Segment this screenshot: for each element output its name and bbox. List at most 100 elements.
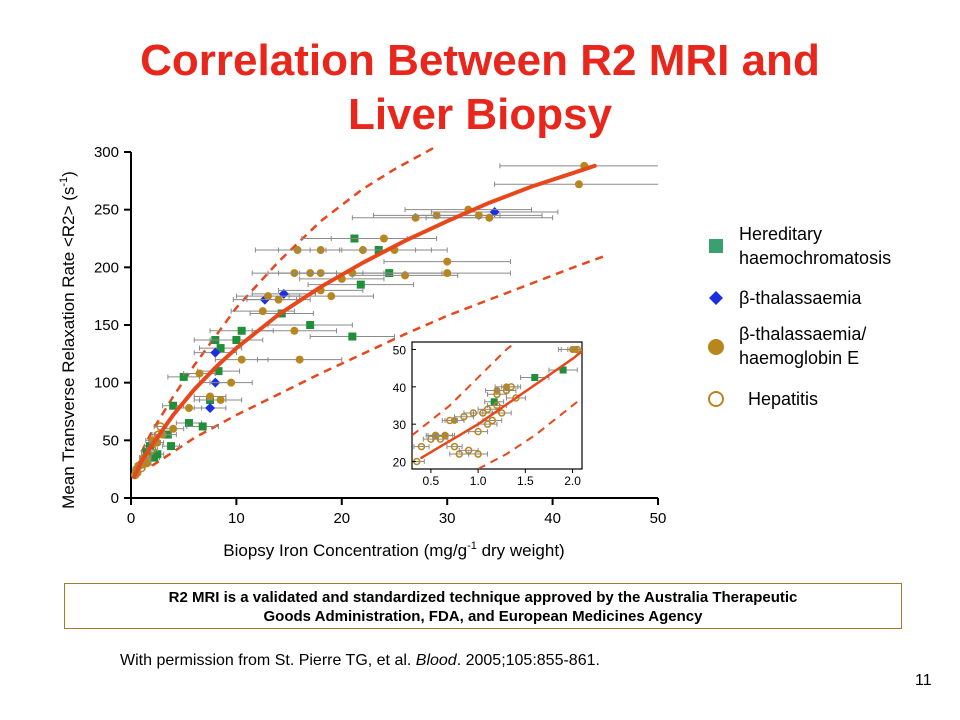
data-point-square: [198, 422, 207, 431]
inset-series-open-circle: [412, 345, 582, 466]
data-point-circle: [195, 369, 204, 378]
data-point-diamond: [210, 347, 221, 358]
slide-title-line2: Liver Biopsy: [347, 90, 613, 139]
data-point-square: [167, 442, 176, 451]
legend-square-icon: [709, 239, 723, 253]
inset-plot-area: [412, 342, 582, 469]
data-point-circle: [206, 392, 215, 401]
data-point-square: [356, 280, 365, 289]
inset-upper-bound: [412, 342, 517, 437]
citation-post: . 2005;105:855-861.: [456, 652, 600, 669]
legend-hh-line2: haemochromatosis: [739, 248, 892, 268]
legend-diamond-icon: [709, 291, 723, 305]
data-point-open-circle: [436, 435, 445, 443]
main-y-tick-label: 300: [94, 144, 119, 161]
main-y-tick-label: 100: [94, 375, 119, 392]
legend-bthal-hbe-line1: β-thalassaemia/: [739, 324, 867, 344]
main-x-tick-label: 0: [127, 510, 135, 527]
main-x-tick-label: 40: [544, 510, 561, 527]
data-point-square: [179, 372, 188, 381]
main-upper-bound: [140, 145, 438, 453]
inset-y-tick-label: 50: [393, 343, 407, 357]
data-point-square: [348, 332, 357, 341]
legend-hep: Hepatitis: [748, 389, 819, 409]
data-point-open-circle: [493, 401, 501, 410]
inset-y-tick-label: 20: [393, 456, 407, 470]
legend-filled-circle-icon: [708, 339, 724, 355]
data-point-open-circle: [474, 450, 482, 458]
main-series-circle: [132, 161, 658, 474]
callout-line2: Goods Administration, FDA, and European …: [263, 608, 703, 625]
callout-box: R2 MRI is a validated and standardized t…: [64, 583, 902, 629]
data-point-open-circle: [479, 409, 487, 417]
data-point-circle: [443, 269, 452, 278]
main-fit-curve: [132, 163, 597, 480]
data-point-open-circle: [573, 345, 582, 354]
data-point-circle: [274, 295, 283, 304]
data-point-open-circle: [497, 409, 506, 417]
data-point-open-circle: [502, 386, 511, 395]
data-point-square: [490, 398, 498, 406]
data-point-circle: [184, 404, 193, 413]
data-point-circle: [485, 213, 494, 222]
citation: With permission from St. Pierre TG, et a…: [120, 652, 600, 670]
main-x-tick-label: 50: [650, 510, 667, 527]
data-point-circle: [443, 257, 452, 266]
data-point-circle: [327, 292, 336, 301]
inset-x-tick-label: 0.5: [423, 474, 440, 488]
data-point-open-circle: [474, 427, 482, 436]
data-point-open-circle: [446, 416, 454, 425]
data-point-open-circle: [441, 431, 449, 440]
data-point-square: [306, 321, 315, 329]
data-point-diamond: [205, 403, 216, 414]
data-point-open-circle: [483, 420, 492, 428]
data-point-circle: [237, 355, 246, 364]
callout-line1: R2 MRI is a validated and standardized t…: [168, 589, 798, 606]
data-point-square: [153, 450, 162, 459]
legend-bthal-hbe-line2: haemoglobin E: [739, 348, 860, 368]
data-point-square: [531, 373, 539, 381]
citation-pre: With permission from St. Pierre TG, et a…: [120, 652, 416, 669]
data-point-open-circle: [512, 394, 520, 402]
inset-lower-bound: [477, 397, 582, 469]
slide-title: Correlation Between R2 MRI and Liver Bio…: [0, 34, 960, 142]
inset-y-tick-label: 30: [393, 418, 407, 432]
legend-bthal: β-thalassaemia: [739, 288, 862, 308]
main-plot-area: [131, 145, 658, 480]
data-point-square: [232, 335, 241, 344]
citation-journal: Blood: [415, 652, 457, 669]
main-y-tick-label: 0: [111, 490, 119, 507]
data-point-open-circle: [417, 442, 426, 451]
inset-plot: 0.5 1.0 1.5 2.0 20 30 40 50: [393, 341, 583, 488]
data-point-circle: [574, 180, 583, 189]
data-point-square: [214, 367, 223, 376]
legend-bthal-hbe: β-thalassaemia/ haemoglobin E: [739, 322, 866, 370]
data-point-circle: [264, 292, 273, 301]
data-point-square: [237, 326, 246, 335]
data-point-circle: [216, 395, 225, 404]
main-y-tick-label: 50: [102, 432, 119, 449]
main-lower-bound: [151, 254, 606, 467]
inset-x-tick-label: 1.0: [470, 474, 487, 488]
main-x-tick-label: 30: [439, 510, 456, 527]
main-y-tick-label: 150: [94, 317, 119, 334]
data-point-circle: [227, 378, 236, 387]
data-point-circle: [290, 326, 299, 335]
data-point-square: [216, 344, 225, 353]
main-plot: 0 10 20 30 40 50 0 50 100 150 200 250 300: [94, 144, 667, 527]
data-point-square: [184, 419, 193, 428]
data-point-square: [559, 366, 567, 374]
main-x-tick-label: 20: [333, 510, 350, 527]
slide-title-line1: Correlation Between R2 MRI and: [140, 36, 820, 85]
legend-open-circle-icon: [708, 391, 724, 407]
inset-fit-curve: [420, 350, 582, 460]
inset-x-tick-label: 2.0: [564, 474, 581, 488]
inset-x-tick-label: 1.5: [517, 474, 534, 488]
data-point-open-circle: [488, 416, 497, 425]
data-point-circle: [379, 234, 388, 243]
page-number: 11: [915, 672, 932, 689]
main-y-tick-label: 250: [94, 202, 119, 219]
main-y-tick-label: 200: [94, 259, 119, 276]
data-point-square: [169, 401, 178, 410]
